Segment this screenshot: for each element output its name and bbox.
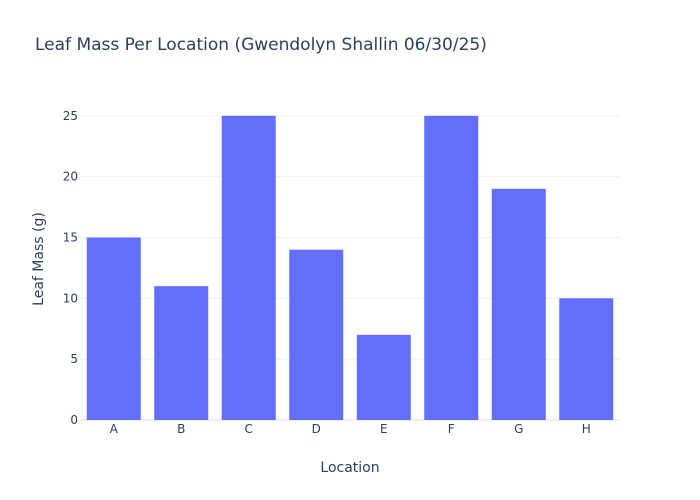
y-tick-label: 25 (63, 109, 78, 123)
x-tick-label: E (380, 422, 388, 436)
bar-C[interactable] (221, 115, 276, 420)
x-tick-label: A (110, 422, 119, 436)
y-tick-label: 20 (63, 170, 78, 184)
x-tick-labels: A B C D E F G H (110, 422, 591, 436)
chart-title: Leaf Mass Per Location (Gwendolyn Shalli… (35, 35, 487, 55)
x-axis-title: Location (320, 460, 379, 476)
bar-A[interactable] (86, 237, 141, 420)
x-tick-label: H (582, 422, 591, 436)
bar-E[interactable] (356, 334, 411, 420)
x-tick-label: F (448, 422, 455, 436)
bar-G[interactable] (491, 188, 546, 420)
y-tick-label: 0 (70, 413, 78, 427)
y-tick-label: 5 (70, 352, 78, 366)
x-tick-label: B (177, 422, 185, 436)
x-tick-label: G (514, 422, 523, 436)
y-tick-label: 10 (63, 291, 78, 305)
bar-H[interactable] (559, 298, 614, 420)
x-tick-label: C (245, 422, 253, 436)
y-tick-labels: 0 5 10 15 20 25 (63, 109, 78, 427)
bar-D[interactable] (289, 249, 344, 420)
bars (86, 115, 614, 420)
y-axis-title: Leaf Mass (g) (31, 212, 47, 306)
bar-F[interactable] (424, 115, 479, 420)
y-tick-label: 15 (63, 230, 78, 244)
x-tick-label: D (312, 422, 321, 436)
bar-B[interactable] (154, 286, 209, 420)
